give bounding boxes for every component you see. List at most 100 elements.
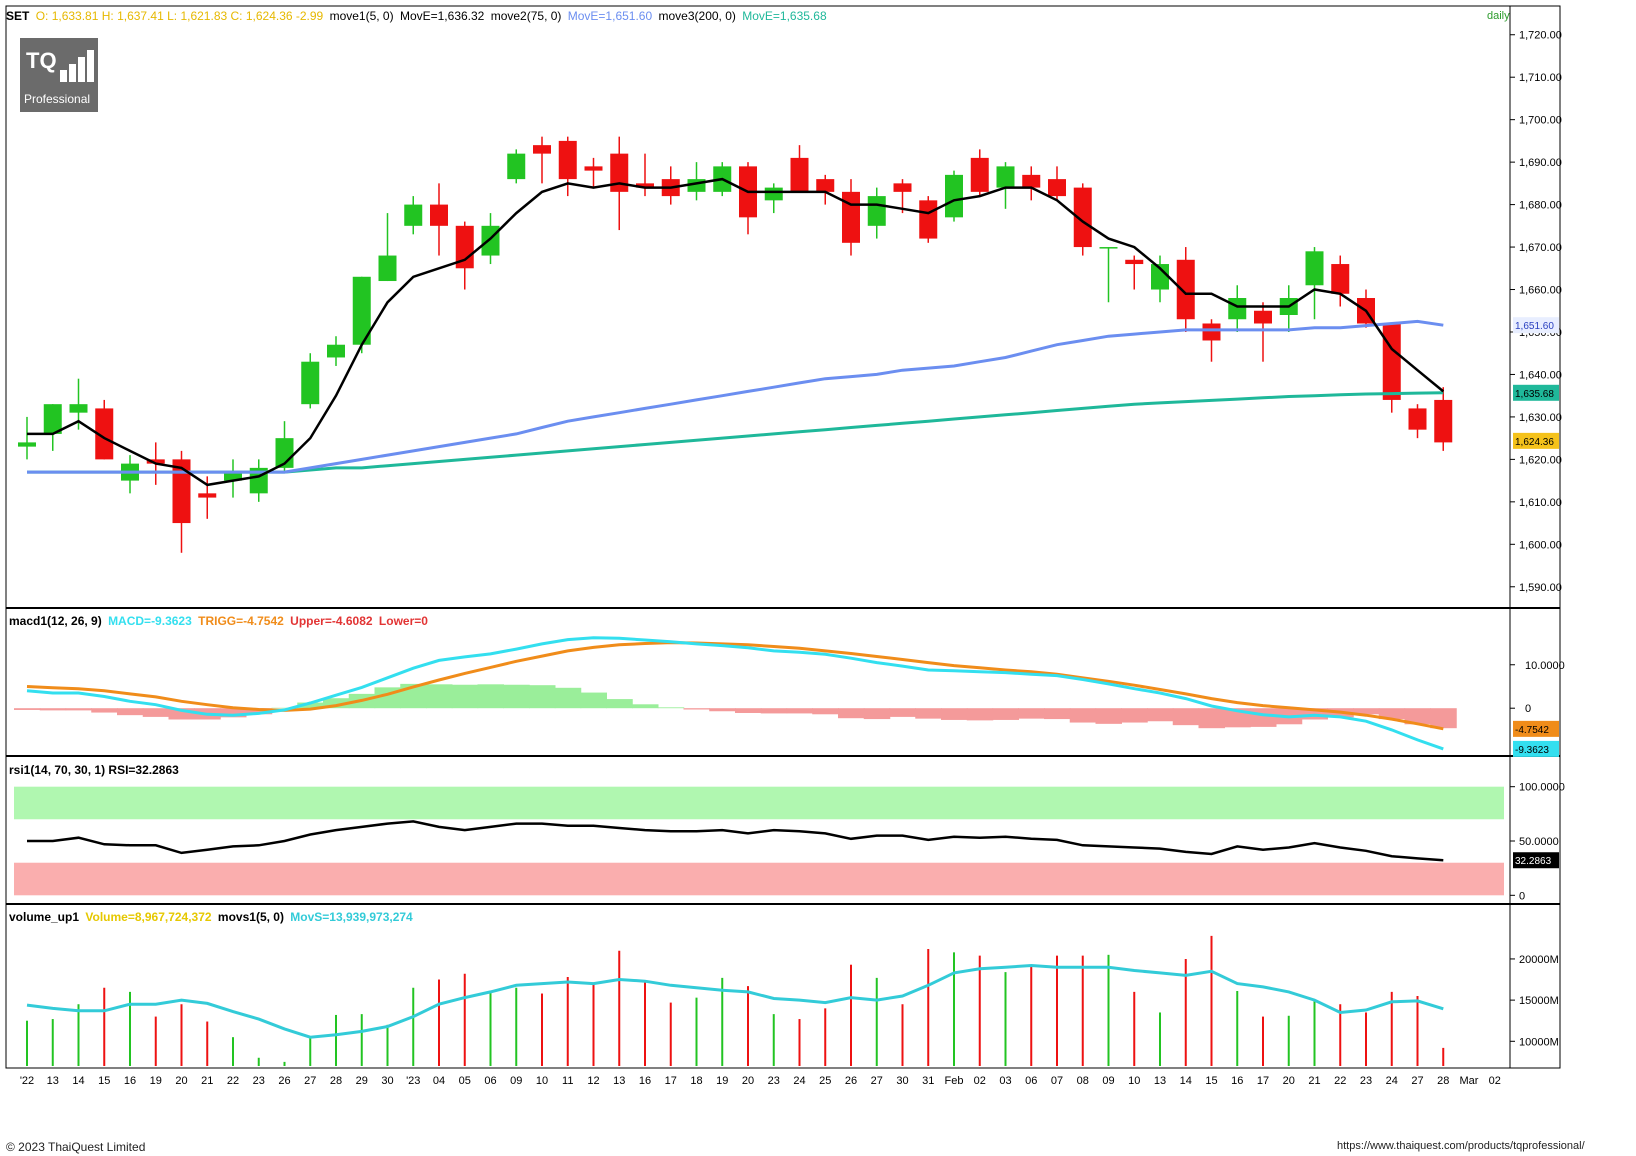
candle-body	[764, 187, 783, 201]
x-axis-label: 18	[690, 1075, 702, 1087]
candle-body	[301, 361, 320, 405]
macd-histogram-bar	[117, 708, 144, 716]
lower-value: Lower=0	[378, 614, 428, 628]
rsi-y-tick-label: 0	[1519, 890, 1525, 902]
x-axis-label: 16	[1231, 1075, 1243, 1087]
macd-histogram-bar	[992, 708, 1019, 720]
price-y-tick-label: 1,700.00	[1519, 115, 1562, 127]
move2-label: move2(75, 0)	[490, 9, 562, 23]
price-y-tick-label: 1,670.00	[1519, 242, 1562, 254]
macd-histogram-bar	[503, 684, 530, 709]
macd-histogram-bar	[1353, 708, 1380, 715]
candle-body	[970, 157, 989, 192]
candle-body	[893, 183, 912, 192]
period-label: daily	[1487, 10, 1510, 22]
x-axis-label: 13	[613, 1075, 625, 1087]
x-axis-label: 10	[536, 1075, 548, 1087]
volume-header: volume_up1 Volume=8,967,724,372 movs1(5,…	[9, 910, 416, 924]
macd-histogram-bar	[1172, 708, 1200, 726]
macd-histogram-bar	[477, 684, 504, 709]
movs-value: MovS=13,939,973,274	[290, 910, 413, 924]
candle-body	[1434, 399, 1453, 443]
candle-body	[1048, 179, 1066, 197]
candle-body	[1408, 408, 1427, 430]
chart-frame	[5, 5, 1561, 1069]
x-axis-label: 15	[98, 1075, 110, 1087]
ohlc-readout: O: 1,633.81 H: 1,637.41 L: 1,621.83 C: 1…	[35, 9, 324, 23]
x-axis-label: 09	[1102, 1075, 1114, 1087]
x-axis-label: 04	[433, 1075, 445, 1087]
volume-y-tick-label: 20000M	[1519, 954, 1559, 966]
macd-histogram-bar	[451, 684, 479, 709]
candle-body	[584, 166, 603, 171]
price-y-tick-label: 1,710.00	[1519, 72, 1562, 84]
candle-body	[610, 153, 629, 192]
macd-histogram-bar	[966, 708, 994, 721]
price-y-tick-label: 1,590.00	[1519, 582, 1562, 594]
x-axis-label: 27	[1411, 1075, 1423, 1087]
macd-histogram-bar	[863, 708, 891, 720]
x-axis-label: 16	[639, 1075, 651, 1087]
rsi-last-label-bg	[1513, 852, 1559, 869]
move3-label: move3(200, 0)	[658, 9, 736, 23]
macd-histogram-bar	[297, 702, 324, 709]
x-axis-label: 05	[459, 1075, 471, 1087]
price-y-tick-label: 1,640.00	[1519, 369, 1562, 381]
ma75-last-label-bg	[1513, 317, 1559, 334]
ma5-line	[27, 177, 1445, 487]
price-y-tick-label: 1,690.00	[1519, 157, 1562, 169]
trigg-last-label-bg	[1513, 720, 1559, 737]
candle-body	[1151, 264, 1169, 290]
rsi-y-tick-label: 50.0000	[1519, 836, 1559, 848]
rsi-last-label: 32.2863	[1515, 856, 1552, 867]
rsi-overbought-zone	[14, 786, 1504, 820]
macd-histogram-bar	[838, 708, 865, 719]
copyright-text: © 2023 ThaiQuest Limited	[6, 1140, 146, 1154]
macd-histogram-bar	[142, 708, 170, 717]
candle-body	[352, 276, 371, 345]
x-axis-label: 25	[819, 1075, 831, 1087]
rsi-oversold-zone	[14, 862, 1504, 896]
rsi-line	[27, 820, 1444, 862]
volume-y-tick-label: 15000M	[1519, 995, 1559, 1007]
x-axis-label: 20	[742, 1075, 754, 1087]
x-axis-label: 23	[1360, 1075, 1372, 1087]
candle-body	[507, 153, 526, 180]
macd-histogram-bar	[1198, 708, 1225, 729]
candle-body	[1073, 187, 1092, 248]
macd-histogram-bar	[1069, 708, 1097, 723]
price-y-tick-label: 1,620.00	[1519, 454, 1562, 466]
price-y-tick-label: 1,610.00	[1519, 497, 1562, 509]
x-axis-label: 11	[562, 1075, 573, 1087]
macd-histogram-bar	[580, 692, 607, 709]
move2-value: MovE=1,651.60	[567, 9, 653, 23]
candle-body	[43, 404, 62, 434]
macd-histogram-bar	[1095, 708, 1122, 724]
x-axis-label: 27	[304, 1075, 316, 1087]
x-axis-label: 30	[896, 1075, 908, 1087]
volume-value: Volume=8,967,724,372	[85, 910, 212, 924]
footer-url-link[interactable]: https://www.thaiquest.com/products/tqpro…	[1337, 1140, 1585, 1152]
move1-label: move1(5, 0)	[329, 9, 394, 23]
macd-histogram-bar	[39, 708, 67, 711]
x-axis-label: Feb	[945, 1075, 964, 1087]
x-axis-label: '22	[20, 1075, 34, 1087]
x-axis-label: 02	[974, 1075, 986, 1087]
candle-body	[378, 255, 397, 282]
candle-body	[842, 191, 860, 243]
candle-body	[430, 204, 448, 226]
x-axis-label: 31	[922, 1075, 934, 1087]
rsi-header: rsi1(14, 70, 30, 1) RSI=32.2863	[9, 763, 182, 777]
upper-value: Upper=-4.6082	[290, 614, 373, 628]
macd-line	[26, 636, 1444, 751]
logo-text: TQ	[26, 48, 57, 73]
candle-body	[172, 459, 191, 524]
ma200-last-label-bg	[1513, 384, 1559, 401]
x-axis-label: 28	[1437, 1075, 1449, 1087]
candle-body	[816, 179, 835, 192]
macd-histogram-bar	[1044, 708, 1071, 720]
x-axis-label: 22	[227, 1075, 239, 1087]
x-axis-label: 17	[1257, 1075, 1269, 1087]
x-axis-label: 21	[1308, 1075, 1320, 1087]
